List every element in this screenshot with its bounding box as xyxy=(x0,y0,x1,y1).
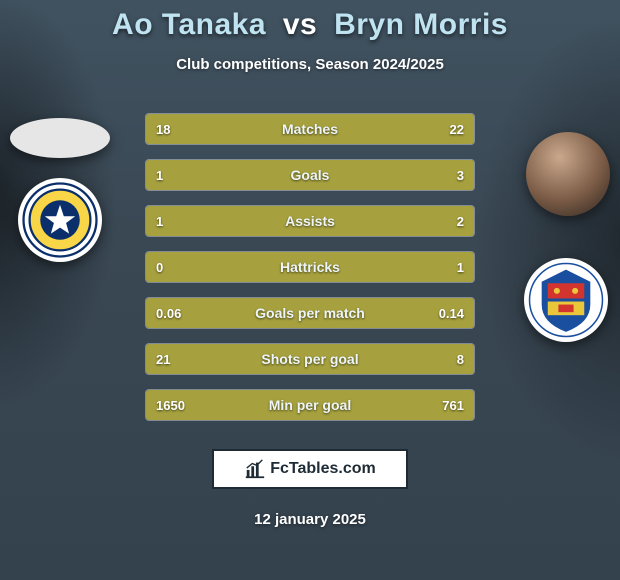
stat-value-right: 1 xyxy=(420,260,474,275)
stat-value-left: 0 xyxy=(146,260,200,275)
page-title: Ao Tanaka vs Bryn Morris xyxy=(112,8,508,42)
stat-row: 0Hattricks1 xyxy=(145,251,475,283)
stat-row: 0.06Goals per match0.14 xyxy=(145,297,475,329)
stat-row: 1650Min per goal761 xyxy=(145,389,475,421)
stat-value-right: 3 xyxy=(420,168,474,183)
stat-label: Goals xyxy=(200,167,420,183)
stat-label: Assists xyxy=(200,213,420,229)
stat-value-right: 8 xyxy=(420,352,474,367)
stat-value-right: 0.14 xyxy=(420,306,474,321)
date-label: 12 january 2025 xyxy=(254,511,366,528)
stats-block: 18Matches221Goals31Assists20Hattricks10.… xyxy=(145,113,475,421)
stat-value-left: 1 xyxy=(146,168,200,183)
stat-value-left: 0.06 xyxy=(146,306,200,321)
stat-label: Hattricks xyxy=(200,259,420,275)
stat-value-right: 761 xyxy=(420,398,474,413)
stat-label: Min per goal xyxy=(200,397,420,413)
chart-icon xyxy=(244,458,266,480)
stat-label: Matches xyxy=(200,121,420,137)
stat-value-left: 18 xyxy=(146,122,200,137)
stat-row: 1Goals3 xyxy=(145,159,475,191)
stat-label: Shots per goal xyxy=(200,351,420,367)
stat-value-left: 1 xyxy=(146,214,200,229)
site-logo-text: FcTables.com xyxy=(270,460,376,478)
stat-value-left: 21 xyxy=(146,352,200,367)
stat-value-right: 2 xyxy=(420,214,474,229)
title-player2: Bryn Morris xyxy=(334,8,508,41)
stat-label: Goals per match xyxy=(200,305,420,321)
site-logo: FcTables.com xyxy=(212,449,408,489)
stat-row: 21Shots per goal8 xyxy=(145,343,475,375)
content-container: Ao Tanaka vs Bryn Morris Club competitio… xyxy=(0,0,620,580)
stat-value-right: 22 xyxy=(420,122,474,137)
stat-row: 1Assists2 xyxy=(145,205,475,237)
subtitle: Club competitions, Season 2024/2025 xyxy=(176,56,444,73)
stat-value-left: 1650 xyxy=(146,398,200,413)
title-player1: Ao Tanaka xyxy=(112,8,266,41)
stat-row: 18Matches22 xyxy=(145,113,475,145)
title-vs: vs xyxy=(283,8,317,41)
